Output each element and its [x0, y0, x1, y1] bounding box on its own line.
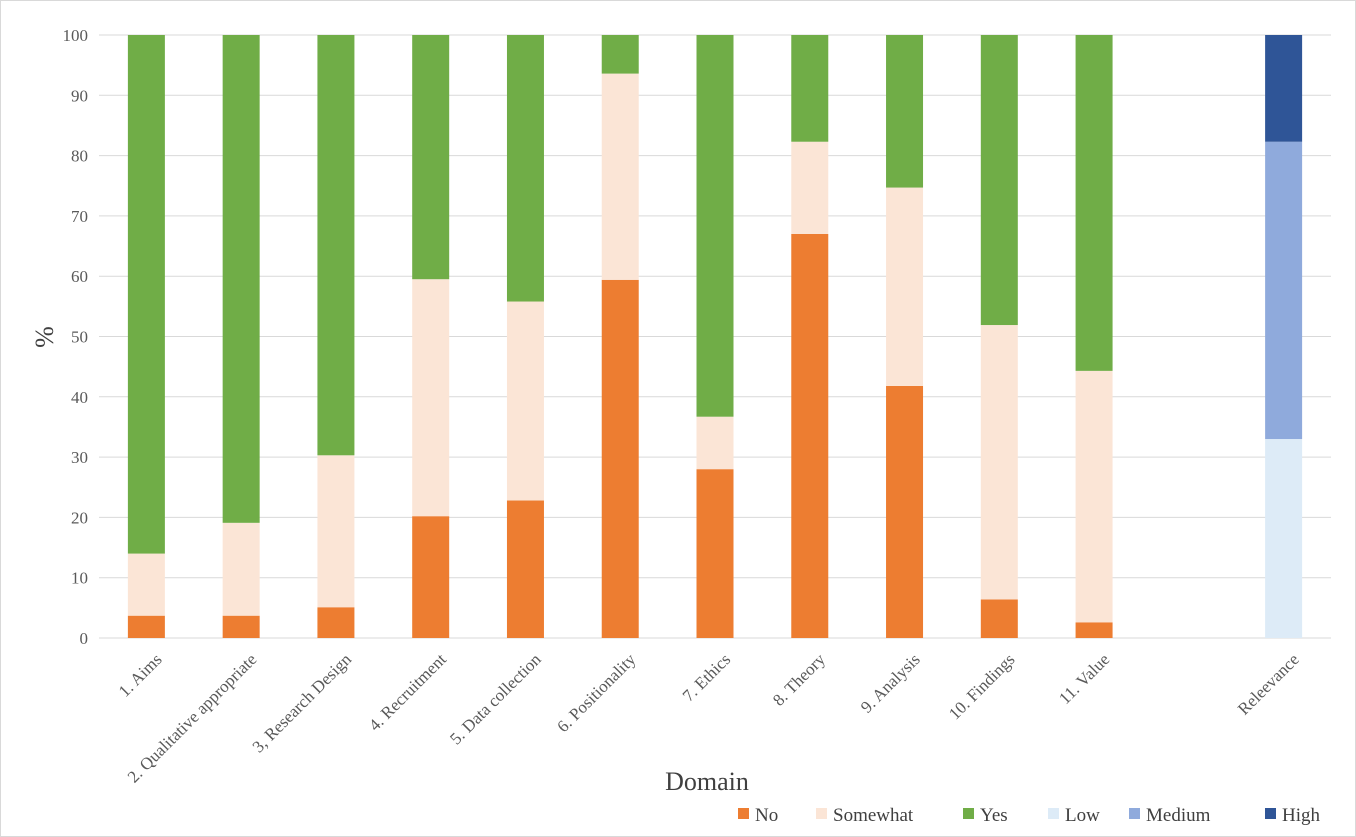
x-axis-title: Domain [665, 767, 749, 796]
legend-swatch-somewhat [816, 808, 827, 819]
bar-segment-somewhat-9-analysis [886, 187, 924, 386]
bar-segment-somewhat-7-ethics [696, 416, 734, 470]
bar-segment-somewhat-8-theory [791, 141, 829, 234]
legend-label-low: Low [1065, 805, 1100, 826]
bar-segment-somewhat-3-research-design [317, 455, 355, 608]
bar-segment-yes-5-data-collection [506, 35, 544, 302]
legend-label-no: No [755, 805, 778, 826]
bar-segment-somewhat-11-value [1075, 370, 1113, 623]
x-category-label: 5. Data collection [446, 649, 545, 748]
legend-swatch-yes [963, 808, 974, 819]
bar-segment-somewhat-5-data-collection [506, 301, 544, 501]
bar-segment-medium-releevance [1265, 141, 1303, 440]
bar-segment-yes-6-positionality [601, 35, 639, 74]
y-tick-label: 90 [71, 86, 88, 105]
legend-label-somewhat: Somewhat [833, 805, 914, 826]
x-category-label: 7. Ethics [679, 650, 735, 706]
y-tick-label: 10 [71, 569, 88, 588]
x-category-label: 3, Research Design [249, 649, 356, 756]
bar-segment-somewhat-6-positionality [601, 73, 639, 280]
x-category-label: 1. Aims [115, 650, 166, 701]
bar-segment-yes-9-analysis [886, 35, 924, 188]
y-axis-title: % [30, 326, 59, 348]
y-tick-label: 70 [71, 207, 88, 226]
y-tick-label: 40 [71, 388, 88, 407]
x-category-label: 11. Value [1055, 650, 1113, 708]
bar-segment-low-releevance [1265, 439, 1303, 638]
x-category-label: 8. Theory [769, 649, 829, 709]
bar-segment-yes-2-qualitative-appropriate [222, 35, 260, 523]
bar-segment-yes-11-value [1075, 35, 1113, 371]
legend-label-yes: Yes [980, 805, 1008, 826]
y-tick-label: 0 [80, 629, 89, 648]
bar-segment-yes-8-theory [791, 35, 829, 142]
y-tick-label: 80 [71, 147, 88, 166]
bar-segment-no-2-qualitative-appropriate [222, 615, 260, 638]
y-tick-label: 100 [63, 26, 89, 45]
y-tick-label: 50 [71, 328, 88, 347]
bar-segment-yes-7-ethics [696, 35, 734, 417]
legend-swatch-medium [1129, 808, 1140, 819]
bar-segment-high-releevance [1265, 35, 1303, 142]
bar-segment-no-4-recruitment [412, 516, 450, 638]
bar-segment-yes-10-findings [980, 35, 1018, 326]
legend-label-high: High [1282, 805, 1321, 826]
legend: No Somewhat Yes Low Medium High [738, 805, 1321, 826]
bar-segment-no-10-findings [980, 599, 1018, 638]
y-axis-ticks: 0 10 20 30 40 50 60 70 80 90 100 [63, 26, 89, 648]
x-category-label: 10. Findings [945, 650, 1019, 724]
legend-swatch-low [1048, 808, 1059, 819]
bar-segment-no-11-value [1075, 622, 1113, 638]
x-category-label: 6. Positionality [553, 649, 640, 736]
bar-segment-no-5-data-collection [506, 500, 544, 638]
legend-label-medium: Medium [1146, 805, 1211, 826]
bar-segment-yes-4-recruitment [412, 35, 450, 280]
bar-segment-no-7-ethics [696, 469, 734, 638]
bar-segment-no-3-research-design [317, 607, 355, 638]
bar-segment-somewhat-1-aims [127, 553, 165, 616]
bar-segment-yes-1-aims [127, 35, 165, 554]
x-category-label: Releevance [1234, 650, 1303, 719]
bar-segment-no-8-theory [791, 233, 829, 639]
x-category-label: 4. Recruitment [365, 650, 450, 735]
bar-segment-somewhat-2-qualitative-appropriate [222, 522, 260, 616]
bar-segment-no-6-positionality [601, 279, 639, 638]
y-tick-label: 30 [71, 448, 88, 467]
bar-segment-no-9-analysis [886, 385, 924, 638]
bars [127, 35, 1303, 639]
y-tick-label: 20 [71, 508, 88, 527]
bar-segment-no-1-aims [127, 615, 165, 638]
bar-segment-somewhat-10-findings [980, 325, 1018, 600]
legend-swatch-high [1265, 808, 1276, 819]
bar-segment-somewhat-4-recruitment [412, 279, 450, 517]
y-tick-label: 60 [71, 267, 88, 286]
x-category-label: 9. Analysis [857, 650, 924, 717]
bar-segment-yes-3-research-design [317, 35, 355, 456]
legend-swatch-no [738, 808, 749, 819]
